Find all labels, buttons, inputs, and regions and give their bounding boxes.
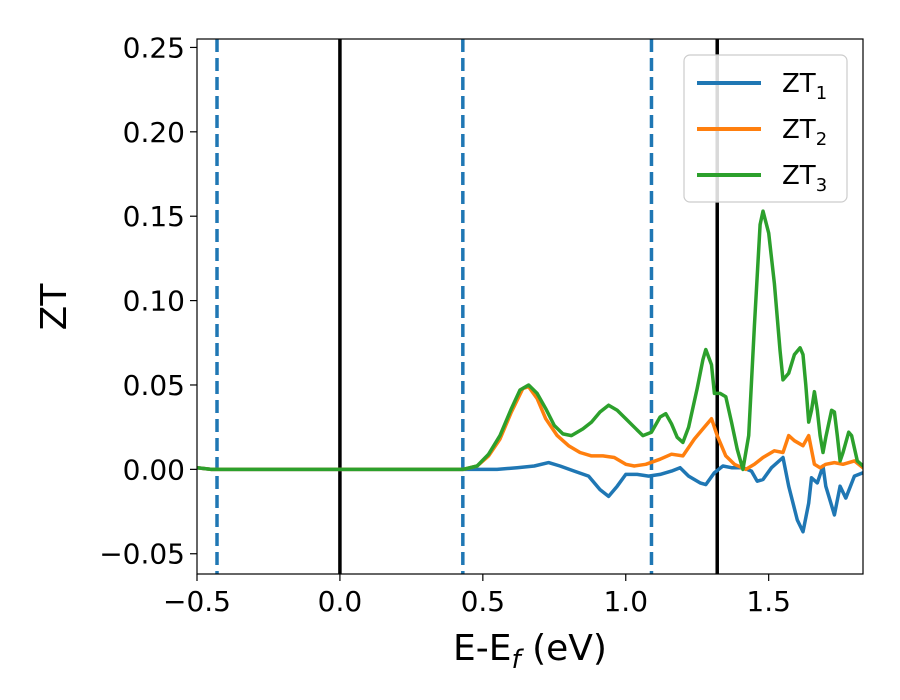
legend-label-subscript: 2 [816, 129, 827, 150]
y-tick-label: 0.25 [123, 31, 185, 64]
legend-label-2: ZT2 [782, 115, 827, 150]
x-tick-label: 0.5 [461, 585, 506, 618]
y-axis-title: ZT [34, 283, 75, 331]
y-tick-label: 0.10 [123, 285, 185, 318]
legend-label-subscript: 3 [816, 175, 827, 196]
y-tick-label: 0.00 [123, 453, 185, 486]
x-tick-label: 1.5 [746, 585, 791, 618]
legend-label-main: ZT [782, 161, 816, 191]
axes: −0.5 0.0 0.5 1.0 1.5 −0.05 0.00 0.05 0.10 0.15 0.2… [99, 31, 864, 618]
y-tick-label: 0.05 [123, 369, 185, 402]
legend-label-subscript: 1 [816, 83, 827, 104]
legend-label-3: ZT3 [782, 161, 827, 196]
legend-label-1: ZT1 [782, 69, 827, 104]
plot-frame [196, 38, 864, 575]
legend-label-main: ZT [782, 115, 816, 145]
legend-box [683, 54, 848, 203]
x-tick-label: −0.5 [163, 585, 231, 618]
x-tick-label: 1.0 [603, 585, 648, 618]
series-line-1 [197, 455, 863, 534]
series-line-3 [197, 209, 863, 472]
legend-label-main: ZT [782, 69, 816, 99]
plot-content [197, 39, 863, 574]
x-axis-title: E-Ef (eV) [453, 628, 607, 675]
y-tick-label: 0.20 [123, 116, 185, 149]
series-line-2 [197, 384, 863, 472]
plot-area [197, 39, 863, 574]
y-tick-label: −0.05 [99, 538, 185, 571]
y-tick-label: 0.15 [123, 200, 185, 233]
x-tick-label: 0.0 [318, 585, 363, 618]
